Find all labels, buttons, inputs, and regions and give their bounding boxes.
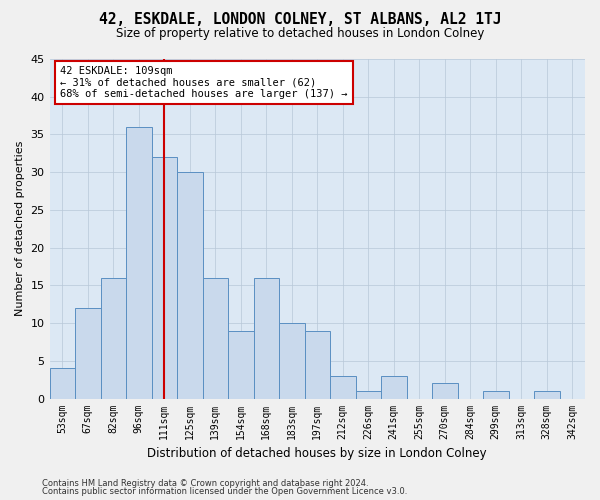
Bar [432, 384, 458, 398]
Bar [356, 391, 381, 398]
Bar [279, 323, 305, 398]
X-axis label: Distribution of detached houses by size in London Colney: Distribution of detached houses by size … [148, 447, 487, 460]
Text: Size of property relative to detached houses in London Colney: Size of property relative to detached ho… [116, 28, 484, 40]
Text: Contains HM Land Registry data © Crown copyright and database right 2024.: Contains HM Land Registry data © Crown c… [42, 478, 368, 488]
Text: 42 ESKDALE: 109sqm
← 31% of detached houses are smaller (62)
68% of semi-detache: 42 ESKDALE: 109sqm ← 31% of detached hou… [60, 66, 348, 99]
Bar [50, 368, 75, 398]
Bar [152, 157, 177, 398]
Bar [203, 278, 228, 398]
Bar [381, 376, 407, 398]
Y-axis label: Number of detached properties: Number of detached properties [15, 141, 25, 316]
Bar [228, 330, 254, 398]
Bar [483, 391, 509, 398]
Bar [101, 278, 126, 398]
Bar [177, 172, 203, 398]
Bar [534, 391, 560, 398]
Text: 42, ESKDALE, LONDON COLNEY, ST ALBANS, AL2 1TJ: 42, ESKDALE, LONDON COLNEY, ST ALBANS, A… [99, 12, 501, 28]
Bar [330, 376, 356, 398]
Text: Contains public sector information licensed under the Open Government Licence v3: Contains public sector information licen… [42, 487, 407, 496]
Bar [254, 278, 279, 398]
Bar [305, 330, 330, 398]
Bar [126, 127, 152, 398]
Bar [75, 308, 101, 398]
